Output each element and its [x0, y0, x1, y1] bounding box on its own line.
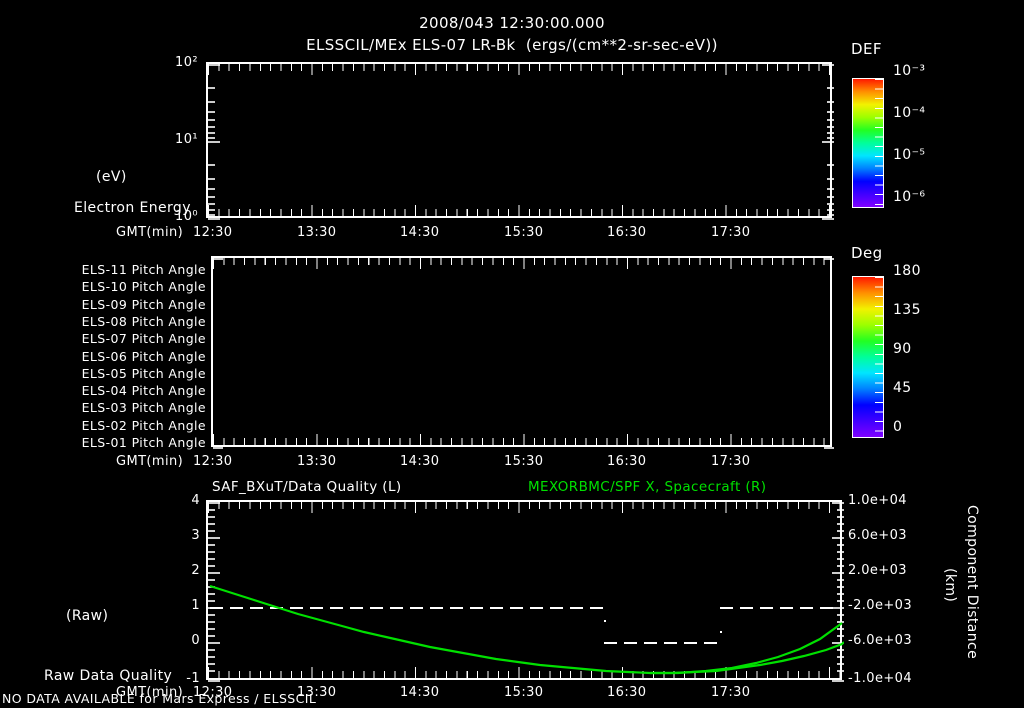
quality-xaxis-name: GMT(min) [116, 685, 184, 700]
deg-colorbar[interactable] [852, 276, 884, 438]
quality-xtick-1430: 14:30 [400, 685, 440, 700]
energy-xtick-1530: 15:30 [504, 225, 544, 240]
deg-colorbar-label-0: 0 [893, 419, 903, 435]
quality-ytick-0: 0 [191, 633, 200, 648]
distance-ytick-neg2e3: -2.0e+03 [848, 598, 912, 613]
energy-xaxis-name: GMT(min) [116, 225, 184, 240]
def-colorbar-title: DEF [851, 40, 882, 58]
distance-ytick-neg6e3: -6.0e+03 [848, 633, 912, 648]
def-colorbar-ticks [875, 79, 883, 207]
pitch-xtick-1730: 17:30 [711, 454, 751, 469]
deg-colorbar-title: Deg [851, 244, 883, 262]
pitch-xtick-1430: 14:30 [400, 454, 440, 469]
energy-axis-label-line2: (eV) [96, 169, 127, 185]
list-item: ELS-10 Pitch Angle [81, 279, 206, 295]
quality-marker-dot [604, 620, 606, 622]
pitch-xtick-1230: 12:30 [193, 454, 233, 469]
def-colorbar-label-1e-3: 10⁻³ [893, 63, 926, 79]
deg-colorbar-label-45: 45 [893, 380, 912, 396]
pitch-xtick-1530: 15:30 [504, 454, 544, 469]
quality-xtick-1730: 17:30 [711, 685, 751, 700]
quality-xticks-major-bottom [208, 667, 840, 678]
data-quality-panel[interactable] [206, 500, 844, 682]
deg-colorbar-ticks [875, 277, 883, 437]
page-title: 2008/043 12:30:00.000 [419, 14, 605, 32]
energy-ytick-10e1: 10¹ [175, 132, 198, 147]
energy-ytick-10e2: 10² [175, 55, 198, 70]
energy-xticks-major-top [208, 64, 830, 75]
deg-colorbar-label-90: 90 [893, 341, 912, 357]
quality-ytick-1: 1 [191, 598, 200, 613]
def-colorbar[interactable] [852, 78, 884, 208]
quality-marker-dot [720, 631, 722, 633]
energy-xtick-1230: 12:30 [193, 225, 233, 240]
energy-xtick-1730: 17:30 [711, 225, 751, 240]
distance-ytick-6e3: 6.0e+03 [848, 528, 907, 543]
list-item: ELS-07 Pitch Angle [81, 331, 206, 347]
distance-ytick-1e4: 1.0e+04 [848, 493, 907, 508]
energy-spectrogram-panel[interactable] [206, 62, 834, 220]
def-colorbar-label-1e-5: 10⁻⁵ [893, 147, 926, 163]
pitch-xticks-major-top [213, 258, 830, 269]
def-colorbar-label-1e-4: 10⁻⁴ [893, 105, 926, 121]
distance-axis-label-line2: (km) [942, 568, 958, 603]
pitch-xticks-major-bottom [213, 434, 830, 445]
spacecraft-distance-curve-rise [650, 622, 843, 675]
quality-panel-title-right: MEXORBMC/SPF X, Spacecraft (R) [528, 479, 767, 495]
dataset-title: ELSSCIL/MEx ELS-07 LR-Bk (ergs/(cm**2-sr… [306, 36, 718, 54]
list-item: ELS-05 Pitch Angle [81, 365, 206, 381]
quality-axis-label-line1: Raw Data Quality [44, 668, 173, 684]
energy-xticks-major-bottom [208, 205, 830, 216]
list-item: ELS-03 Pitch Angle [81, 400, 206, 416]
pitch-xtick-1630: 16:30 [607, 454, 647, 469]
quality-data-traces [209, 584, 844, 675]
list-item: ELS-09 Pitch Angle [81, 296, 206, 312]
quality-panel-title-left: SAF_BXuT/Data Quality (L) [212, 479, 402, 495]
list-item: ELS-02 Pitch Angle [81, 417, 206, 433]
list-item: ELS-11 Pitch Angle [81, 262, 206, 277]
energy-xtick-1430: 14:30 [400, 225, 440, 240]
distance-ytick-2e3: 2.0e+03 [848, 563, 907, 578]
quality-ytick-4: 4 [191, 493, 200, 508]
quality-xtick-1230: 12:30 [193, 685, 233, 700]
energy-ytick-marks [208, 64, 834, 220]
list-item: ELS-08 Pitch Angle [81, 313, 206, 329]
quality-ytick-marks [208, 502, 844, 682]
quality-ytick-2: 2 [191, 563, 200, 578]
energy-xtick-1630: 16:30 [607, 225, 647, 240]
list-item: ELS-04 Pitch Angle [81, 383, 206, 399]
quality-axis-label-line2: (Raw) [66, 608, 109, 624]
deg-colorbar-label-180: 180 [893, 263, 921, 279]
distance-ytick-neg1e4: -1.0e+04 [848, 671, 912, 686]
spacecraft-distance-curve [209, 584, 844, 675]
quality-xtick-1330: 13:30 [297, 685, 337, 700]
energy-xtick-1330: 13:30 [297, 225, 337, 240]
status-message: NO DATA AVAILABLE for Mars Express / ELS… [2, 691, 317, 706]
energy-ytick-10e0: 10⁰ [175, 209, 198, 224]
def-colorbar-label-1e-6: 10⁻⁶ [893, 189, 926, 205]
pitch-ytick-marks [213, 258, 834, 449]
energy-axis-label-line1: Electron Energy [74, 200, 191, 216]
pitch-xtick-1330: 13:30 [297, 454, 337, 469]
distance-axis-label-line1: Component Distance [964, 505, 980, 660]
pitch-xaxis-name: GMT(min) [116, 454, 184, 469]
list-item: ELS-01 Pitch Angle [81, 435, 206, 450]
pitch-angle-spectrogram-panel[interactable] [211, 256, 834, 449]
deg-colorbar-label-135: 135 [893, 302, 921, 318]
quality-xtick-1630: 16:30 [607, 685, 647, 700]
quality-ytick-3: 3 [191, 528, 200, 543]
quality-xticks-major-top [208, 502, 840, 513]
list-item: ELS-06 Pitch Angle [81, 348, 206, 364]
quality-ytick-neg1: -1 [186, 671, 200, 686]
quality-xtick-1530: 15:30 [504, 685, 544, 700]
